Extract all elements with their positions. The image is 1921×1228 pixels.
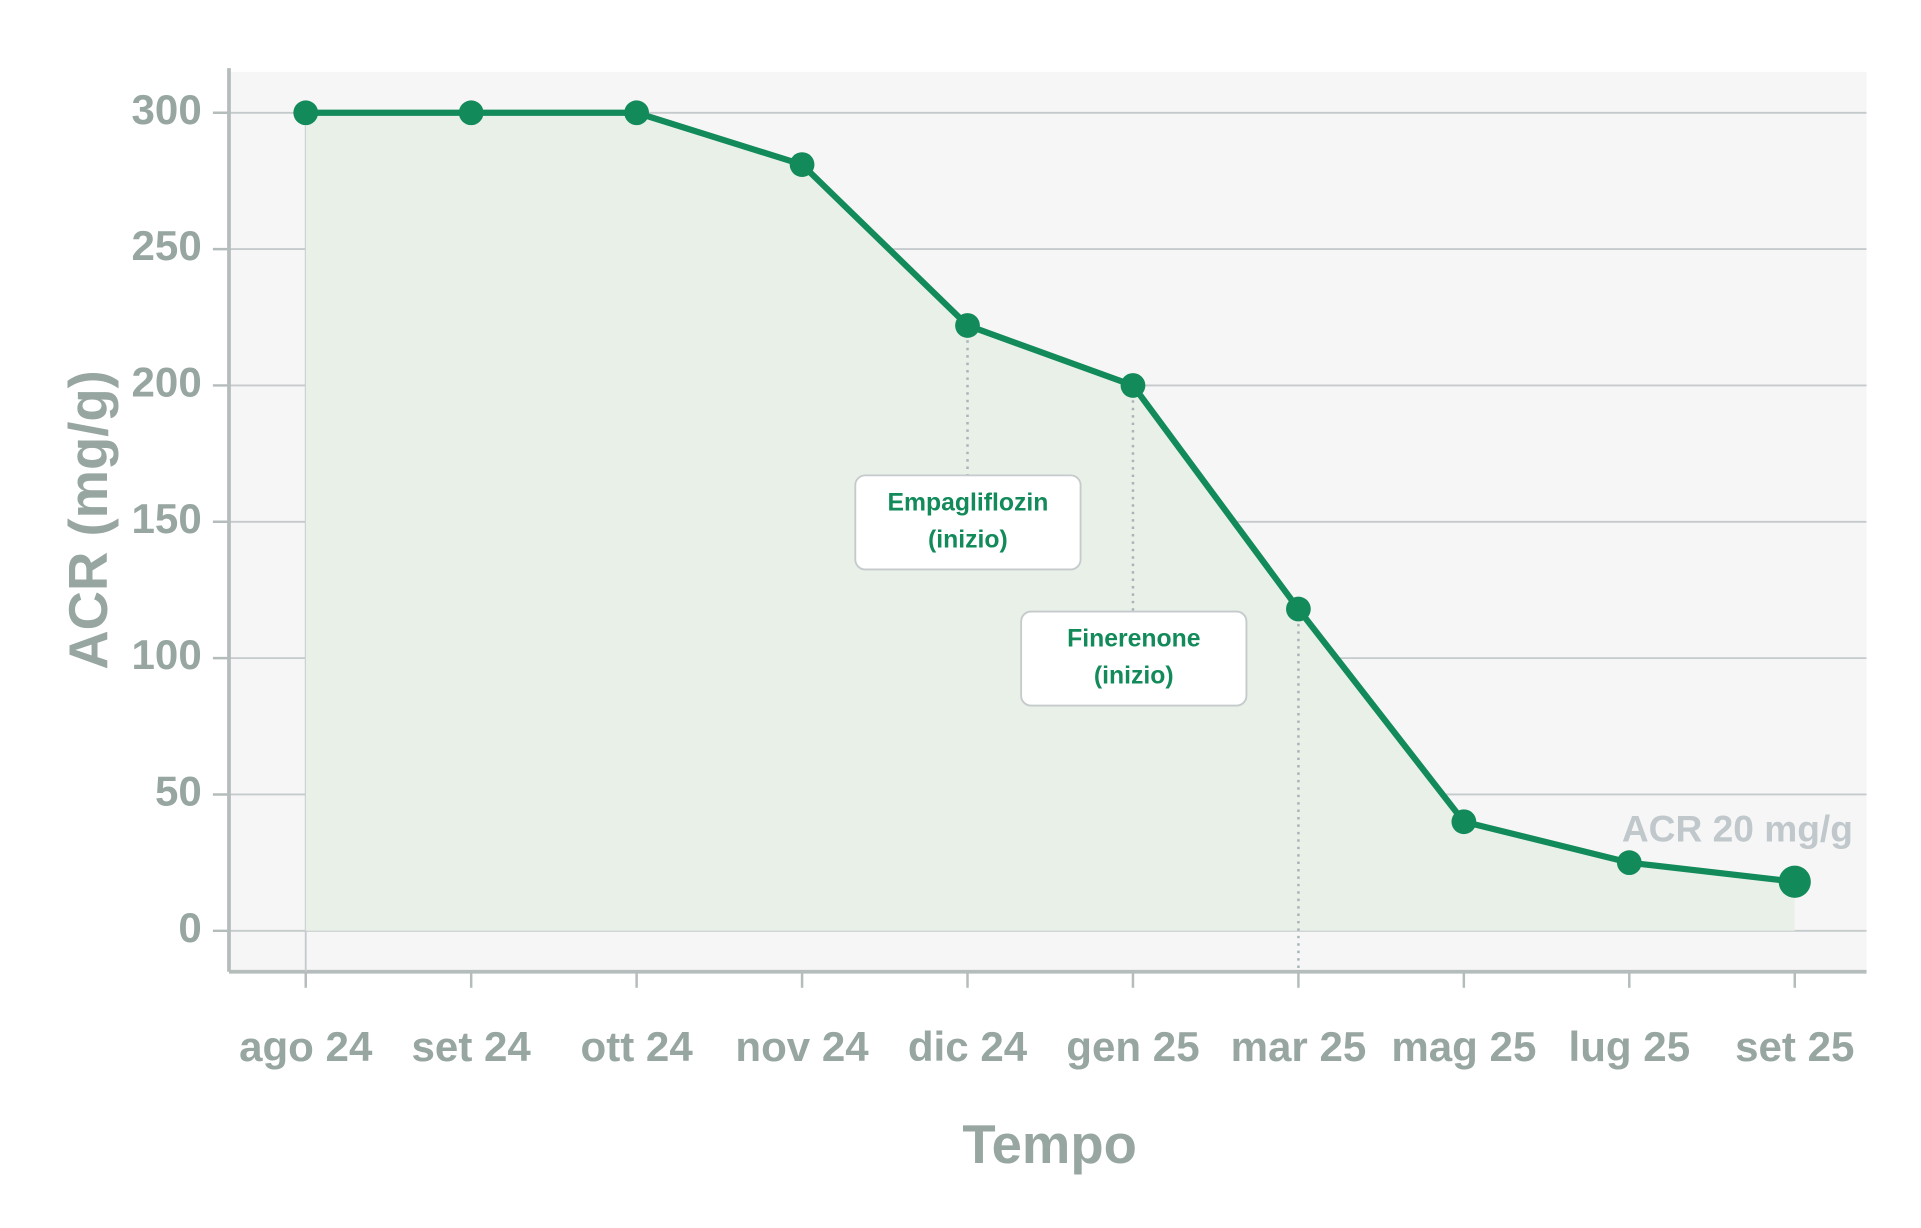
x-tick-label: mar 25	[1231, 1023, 1367, 1070]
point	[1778, 865, 1811, 898]
point	[1616, 850, 1642, 876]
line	[305, 109, 1796, 885]
point	[293, 100, 319, 126]
y-tick-label: 50	[155, 768, 202, 815]
y-tick-label: 150	[132, 495, 202, 542]
y-tick-label: 100	[132, 631, 202, 678]
y-tick-label: 0	[178, 904, 201, 951]
x-tick-label: mag 25	[1391, 1023, 1536, 1070]
x-tick-label: dic 24	[908, 1023, 1028, 1070]
point	[789, 152, 815, 177]
point	[1286, 596, 1311, 622]
x-tick-label: lug 25	[1569, 1023, 1691, 1070]
point	[458, 100, 484, 126]
y-axis-label: ACR (mg/g)	[58, 370, 119, 669]
x-tick-label: ott 24	[581, 1023, 694, 1070]
target-label: ACR 20 mg/g	[1622, 808, 1853, 850]
annotation-text: (inizio)	[1094, 663, 1174, 690]
x-tick-label: nov 24	[735, 1023, 869, 1070]
x-axis-label: Tempo	[962, 1114, 1136, 1175]
x-tick-label: gen 25	[1066, 1023, 1199, 1070]
point	[1120, 373, 1146, 398]
point	[624, 100, 649, 126]
annotation-text: Finerenone	[1067, 626, 1200, 653]
x-tick-label: set 24	[412, 1023, 532, 1070]
annotation-box	[854, 474, 1082, 571]
annotation-text: Empagliflozin	[887, 489, 1048, 516]
x-tick-label: ago 24	[239, 1023, 373, 1070]
annotation-text: (inizio)	[928, 527, 1008, 554]
point	[955, 313, 980, 338]
y-tick-label: 250	[132, 222, 202, 269]
x-tick-label: set 25	[1735, 1023, 1854, 1070]
y-tick-label: 300	[132, 86, 202, 133]
point	[1451, 809, 1477, 835]
y-tick-label: 200	[132, 359, 202, 406]
annotation-box	[1020, 610, 1248, 707]
